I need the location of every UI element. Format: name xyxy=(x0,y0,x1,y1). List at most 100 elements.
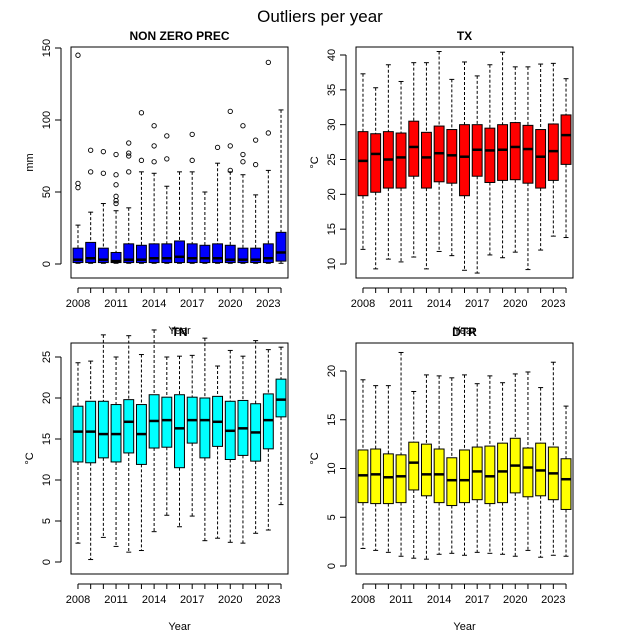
y-tick-label: 15 xyxy=(326,414,338,426)
box-2020 xyxy=(224,349,236,543)
outlier-point xyxy=(252,161,259,168)
y-tick-label: 30 xyxy=(326,119,338,131)
x-tick-label: 2020 xyxy=(503,298,527,310)
box-2022 xyxy=(250,137,262,264)
box-iqr xyxy=(522,447,534,498)
outlier-point xyxy=(240,123,246,129)
box-2014 xyxy=(148,329,160,533)
y-axis: 10 15 20 25 30 35 40 xyxy=(326,49,347,270)
box-2016 xyxy=(174,355,185,528)
box-iqr xyxy=(509,122,521,181)
box-2016 xyxy=(174,171,185,264)
box-iqr xyxy=(199,397,211,459)
box-iqr xyxy=(85,241,97,264)
box-iqr xyxy=(420,131,432,189)
box-iqr xyxy=(484,127,496,183)
plot-frame xyxy=(70,342,289,575)
outlier-point xyxy=(113,200,119,207)
box-2010 xyxy=(382,64,394,260)
outlier-point xyxy=(138,157,145,163)
box-2013 xyxy=(420,374,432,560)
y-tick-label: 35 xyxy=(326,84,338,96)
outlier-point xyxy=(113,197,119,204)
y-tick-label: 100 xyxy=(41,111,53,129)
box-iqr xyxy=(72,405,84,463)
x-axis: 2008 2011 2014 2017 2020 2023 xyxy=(66,583,282,606)
box-iqr xyxy=(408,441,420,491)
box-iqr xyxy=(110,251,122,264)
box-iqr xyxy=(97,247,109,264)
x-axis: 2008 2011 2014 2017 2020 2023 xyxy=(351,583,567,606)
outlier-point xyxy=(100,149,107,155)
box-2022 xyxy=(535,387,547,558)
box-iqr xyxy=(420,443,432,497)
box-2010 xyxy=(97,149,109,264)
box-2014 xyxy=(433,51,445,252)
panel-title: DTR xyxy=(452,325,477,339)
outlier-point xyxy=(126,140,132,146)
box-2022 xyxy=(250,340,262,534)
box-2008 xyxy=(72,362,84,544)
outlier-point xyxy=(240,159,246,165)
x-tick-label: 2017 xyxy=(180,298,204,310)
box-iqr xyxy=(275,231,287,262)
y-tick-label: 20 xyxy=(326,365,338,377)
x-axis-label: Year xyxy=(168,621,191,633)
box-iqr xyxy=(357,131,369,197)
box-2020 xyxy=(224,108,236,264)
x-tick-label: 2023 xyxy=(256,594,280,606)
box-2020 xyxy=(509,373,521,557)
box-2015 xyxy=(446,377,458,554)
outlier-point xyxy=(189,131,195,138)
x-tick-label: 2017 xyxy=(465,298,489,310)
outlier-point xyxy=(113,172,119,178)
outlier-point xyxy=(126,169,132,175)
box-iqr xyxy=(484,445,496,505)
box-iqr xyxy=(560,458,572,510)
y-tick-label: 10 xyxy=(326,258,338,270)
box-2021 xyxy=(237,355,249,544)
outlier-point xyxy=(164,133,170,139)
x-tick-label: 2014 xyxy=(142,594,166,606)
box-2009 xyxy=(85,360,97,561)
plot-frame xyxy=(355,342,574,575)
outlier-point xyxy=(75,52,81,58)
y-axis: 0 5 10 15 20 25 xyxy=(41,351,62,565)
y-axis: 0 50 100 150 xyxy=(41,39,62,267)
box-2008 xyxy=(72,52,84,264)
x-axis: 2008 2011 2014 2017 2020 2023 xyxy=(351,287,567,310)
x-axis-label: Year xyxy=(168,325,191,337)
box-iqr xyxy=(97,400,109,459)
box-2019 xyxy=(497,51,509,259)
box-2018 xyxy=(199,191,211,264)
x-tick-label: 2011 xyxy=(104,298,128,310)
x-tick-label: 2014 xyxy=(142,298,166,310)
y-tick-label: 150 xyxy=(41,39,53,57)
box-iqr xyxy=(370,133,382,193)
box-2024 xyxy=(275,109,287,264)
box-2017 xyxy=(471,75,483,274)
x-tick-label: 2014 xyxy=(427,594,451,606)
box-2017 xyxy=(471,383,483,553)
box-iqr xyxy=(535,129,547,189)
x-tick-label: 2020 xyxy=(218,594,242,606)
x-tick-label: 2020 xyxy=(218,298,242,310)
y-tick-label: 40 xyxy=(326,49,338,61)
x-tick-label: 2011 xyxy=(389,298,413,310)
x-axis-label: Year xyxy=(453,621,476,633)
outlier-point xyxy=(88,169,94,175)
y-tick-label: 20 xyxy=(326,188,338,200)
panel-non-zero-prec: NON ZERO PREC 0 50 100 150 mm 2008 2011 2014 2017… xyxy=(24,29,289,337)
x-tick-label: 2008 xyxy=(351,298,375,310)
box-2018 xyxy=(484,64,496,256)
x-axis: 2008 2011 2014 2017 2020 2023 xyxy=(66,287,282,310)
box-iqr xyxy=(174,394,185,469)
box-iqr xyxy=(395,454,407,504)
box-2015 xyxy=(446,78,458,257)
box-iqr xyxy=(123,399,135,454)
x-tick-label: 2008 xyxy=(66,594,90,606)
outlier-point xyxy=(113,151,119,158)
panel-tn: TN 0 5 10 15 20 25 °C 2008 2011 2014 2017 2020 2023 Ye… xyxy=(24,325,289,633)
y-axis-label: mm xyxy=(24,153,36,171)
box-2019 xyxy=(212,365,224,539)
